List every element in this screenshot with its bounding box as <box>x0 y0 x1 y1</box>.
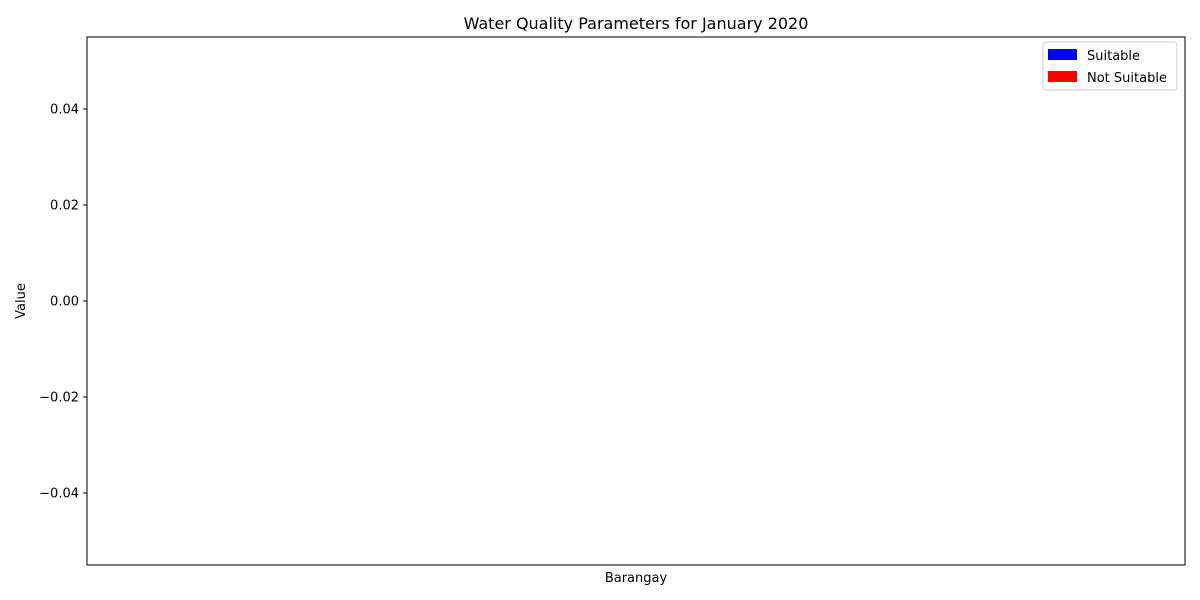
legend-label-not-suitable: Not Suitable <box>1087 71 1167 86</box>
legend-swatch-not-suitable <box>1048 71 1077 82</box>
legend: Suitable Not Suitable <box>1042 41 1178 91</box>
y-axis-ticks: 0.04 0.02 0.00 −0.02 −0.04 <box>39 103 87 502</box>
plot-area: 0.04 0.02 0.00 −0.02 −0.04 <box>39 36 1186 566</box>
y-tick-label: 0.04 <box>50 103 79 118</box>
chart-title: Water Quality Parameters for January 202… <box>464 14 809 33</box>
y-tick-label: −0.04 <box>39 487 79 502</box>
y-tick-label: 0.00 <box>50 295 79 310</box>
y-tick-label: −0.02 <box>39 391 79 406</box>
y-tick-label: 0.02 <box>50 199 79 214</box>
x-axis-title: Barangay <box>605 571 668 586</box>
y-axis-title: Value <box>14 283 29 319</box>
legend-label-suitable: Suitable <box>1087 49 1140 64</box>
legend-swatch-suitable <box>1048 49 1077 60</box>
